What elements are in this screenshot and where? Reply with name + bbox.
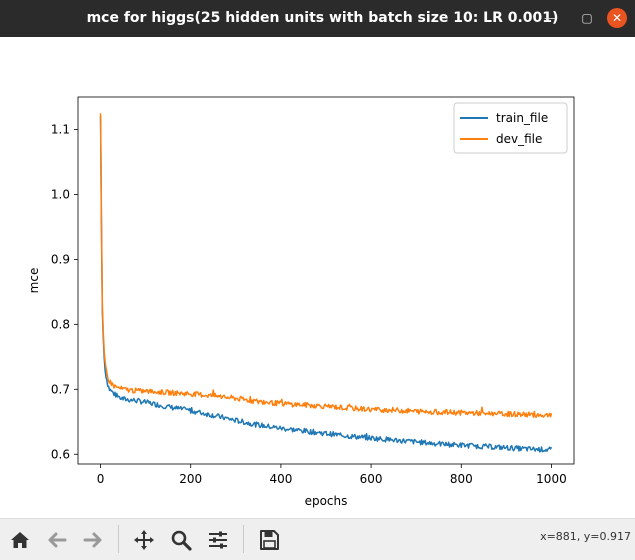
forward-button[interactable] xyxy=(81,528,105,552)
move-icon xyxy=(134,530,154,550)
home-button[interactable] xyxy=(8,528,32,552)
x-tick-label: 1000 xyxy=(536,472,567,486)
y-tick-label: 0.6 xyxy=(51,447,70,461)
toolbar-separator xyxy=(243,525,244,553)
zoom-button[interactable] xyxy=(169,528,193,552)
pan-button[interactable] xyxy=(132,528,156,552)
magnifier-icon xyxy=(171,530,192,551)
arrow-left-icon xyxy=(48,532,67,548)
back-button[interactable] xyxy=(45,528,69,552)
maximize-button[interactable]: ▢ xyxy=(581,11,593,25)
cursor-coordinates: x=881, y=0.917 xyxy=(540,530,631,543)
figure-canvas[interactable]: 0 200 400 600 800 1000 0.6 0.7 0.8 0.9 1.0 1.1 epoch… xyxy=(0,37,635,518)
configure-subplots-button[interactable] xyxy=(206,528,230,552)
y-tick-label: 0.7 xyxy=(51,382,70,396)
series-line-train_file xyxy=(99,116,553,453)
x-tick-label: 800 xyxy=(450,472,473,486)
minimize-button[interactable]: — xyxy=(544,11,556,25)
line-chart: 0 200 400 600 800 1000 0.6 0.7 0.8 0.9 1.0 1.1 epoch… xyxy=(27,96,575,508)
legend-box xyxy=(453,102,568,154)
x-tick-label: 400 xyxy=(269,472,292,486)
y-tick-label: 1.1 xyxy=(51,122,70,136)
x-tick-label: 0 xyxy=(97,472,105,486)
y-tick-label: 1.0 xyxy=(51,187,70,201)
y-tick-label: 0.8 xyxy=(51,317,70,331)
window-titlebar: mce for higgs(25 hidden units with batch… xyxy=(0,0,635,37)
close-button[interactable]: ✕ xyxy=(607,8,627,28)
legend-label: train_file xyxy=(496,111,548,125)
arrow-right-icon xyxy=(83,532,102,548)
legend-label: dev_file xyxy=(496,132,542,146)
plot-area xyxy=(78,97,574,464)
home-icon xyxy=(11,532,29,548)
floppy-disk-icon xyxy=(260,530,279,550)
axes-frame xyxy=(77,96,575,465)
matplotlib-toolbar: x=881, y=0.917 xyxy=(0,518,635,560)
y-axis-label: mce xyxy=(27,268,41,294)
save-button[interactable] xyxy=(257,528,281,552)
x-tick-label: 600 xyxy=(360,472,383,486)
y-tick-label: 0.9 xyxy=(51,252,70,266)
x-tick-label: 200 xyxy=(179,472,202,486)
x-axis-label: epochs xyxy=(305,494,348,508)
sliders-icon xyxy=(209,531,227,549)
series-line-dev_file xyxy=(99,113,553,419)
window-title: mce for higgs(25 hidden units with batch… xyxy=(86,10,559,26)
toolbar-separator xyxy=(118,525,119,553)
